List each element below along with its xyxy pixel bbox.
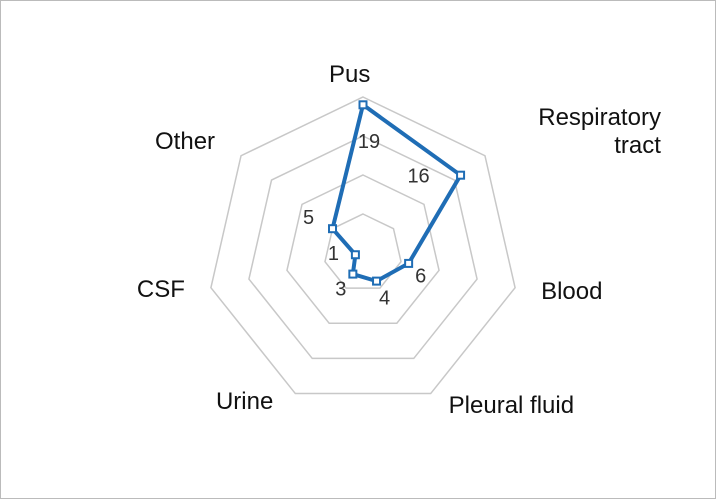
category-label: CSF xyxy=(136,275,185,303)
data-point xyxy=(348,269,358,279)
value-label: 3 xyxy=(335,278,346,300)
value-label: 1 xyxy=(328,243,339,265)
value-label: 19 xyxy=(358,131,380,153)
data-point xyxy=(328,224,338,234)
grid-ring xyxy=(248,135,478,360)
data-point xyxy=(404,258,414,268)
category-label: Blood xyxy=(541,277,603,305)
category-label: Urine xyxy=(215,387,274,415)
category-label: Pus xyxy=(329,61,371,88)
category-label: Respiratory tract xyxy=(538,103,661,159)
grid-ring xyxy=(324,213,402,289)
value-label: 6 xyxy=(415,266,426,288)
data-point xyxy=(350,250,360,260)
data-point xyxy=(456,170,466,180)
category-label: Pleural fluid xyxy=(448,391,575,419)
category-label: Other xyxy=(155,127,216,155)
value-label: 4 xyxy=(379,287,390,309)
value-label: 5 xyxy=(303,207,314,229)
grid-ring xyxy=(286,174,440,325)
data-point xyxy=(372,276,382,286)
data-point xyxy=(358,100,368,110)
grid-ring xyxy=(210,96,516,395)
value-label: 16 xyxy=(407,165,429,187)
